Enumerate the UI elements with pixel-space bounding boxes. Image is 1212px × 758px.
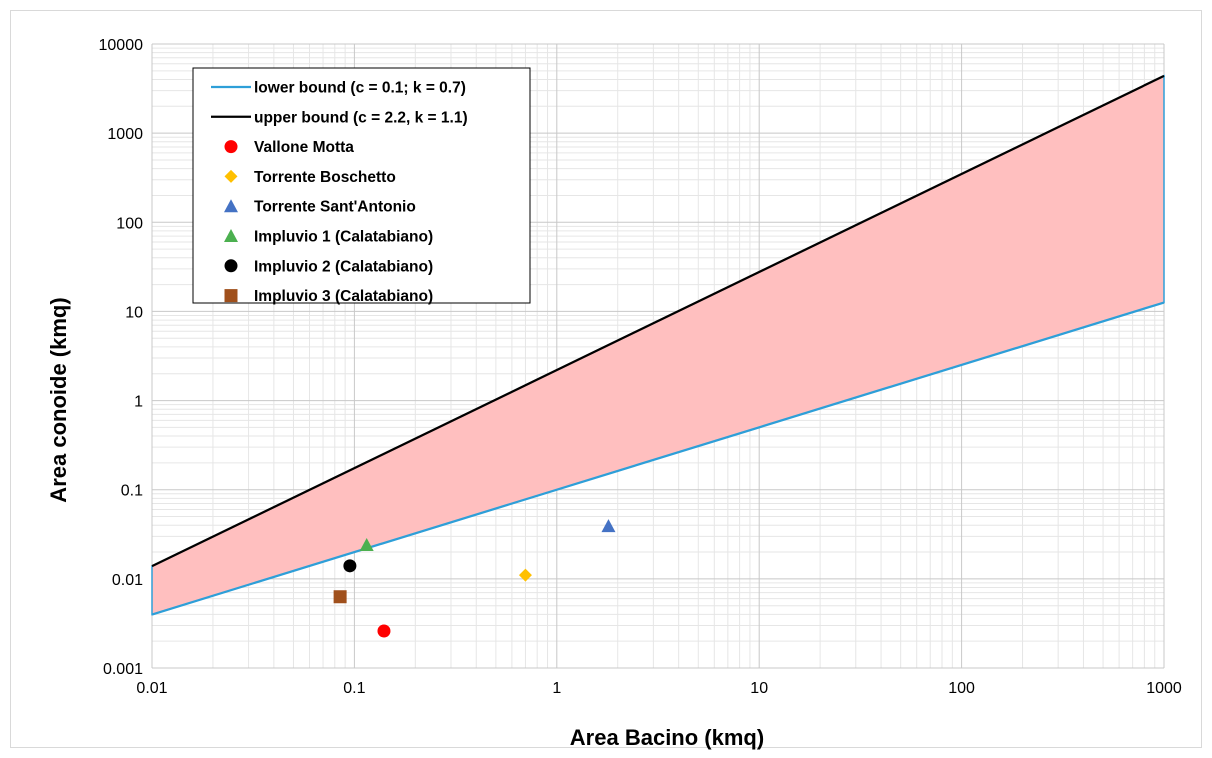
legend-label: Torrente Sant'Antonio: [254, 199, 416, 216]
legend-marker: [224, 229, 238, 242]
x-tick-label: 0.1: [343, 680, 365, 697]
x-tick-label: 1000: [1146, 680, 1182, 697]
y-tick-label: 1000: [107, 126, 143, 143]
data-point: [377, 624, 391, 638]
legend-label: Torrente Boschetto: [254, 169, 396, 186]
x-tick-label: 10: [750, 680, 768, 697]
y-tick-label: 0.1: [121, 483, 143, 500]
legend-marker: [224, 140, 238, 154]
data-points: [333, 519, 616, 638]
data-point: [518, 568, 532, 582]
data-point: [359, 537, 374, 551]
y-tick-label: 10: [125, 304, 143, 321]
y-axis-title: Area conoide (kmq): [46, 297, 71, 502]
legend-marker: [224, 169, 238, 183]
y-tick-label: 100: [116, 215, 143, 232]
y-tick-label: 1: [134, 394, 143, 411]
legend: lower bound (c = 0.1; k = 0.7) upper boun…: [192, 67, 531, 305]
x-tick-label: 1: [552, 680, 561, 697]
data-point: [343, 559, 357, 573]
bound-lines: [151, 74, 1165, 616]
x-tick-label: 0.01: [136, 680, 167, 697]
data-point: [601, 519, 616, 533]
legend-label: Impluvio 2 (Calatabiano): [254, 258, 433, 275]
legend-label: lower bound (c = 0.1; k = 0.7): [254, 80, 466, 97]
legend-marker: [224, 259, 238, 273]
x-tick-labels: 0.01 0.1 1 10 100 1000: [136, 680, 1181, 697]
x-axis-title: Area Bacino (kmq): [570, 725, 764, 750]
legend-label: Vallone Motta: [254, 139, 354, 156]
y-tick-label: 0.001: [103, 661, 143, 678]
chart-frame: [10, 10, 1202, 748]
data-point: [333, 590, 347, 604]
x-tick-label: 100: [948, 680, 975, 697]
legend-label: Impluvio 3 (Calatabiano): [254, 288, 433, 305]
lower-bound-line: [151, 301, 1165, 616]
y-tick-labels: 0.001 0.01 0.1 1 10 100 1000 10000: [99, 37, 144, 678]
upper-bound-line: [151, 74, 1165, 568]
legend-label: upper bound (c = 2.2, k = 1.1): [254, 109, 468, 126]
legend-marker: [224, 289, 238, 303]
y-tick-label: 10000: [99, 37, 144, 54]
legend-marker: [224, 199, 238, 213]
legend-box: [192, 67, 531, 304]
legend-label: Impluvio 1 (Calatabiano): [254, 229, 433, 246]
y-tick-label: 0.01: [112, 572, 143, 589]
